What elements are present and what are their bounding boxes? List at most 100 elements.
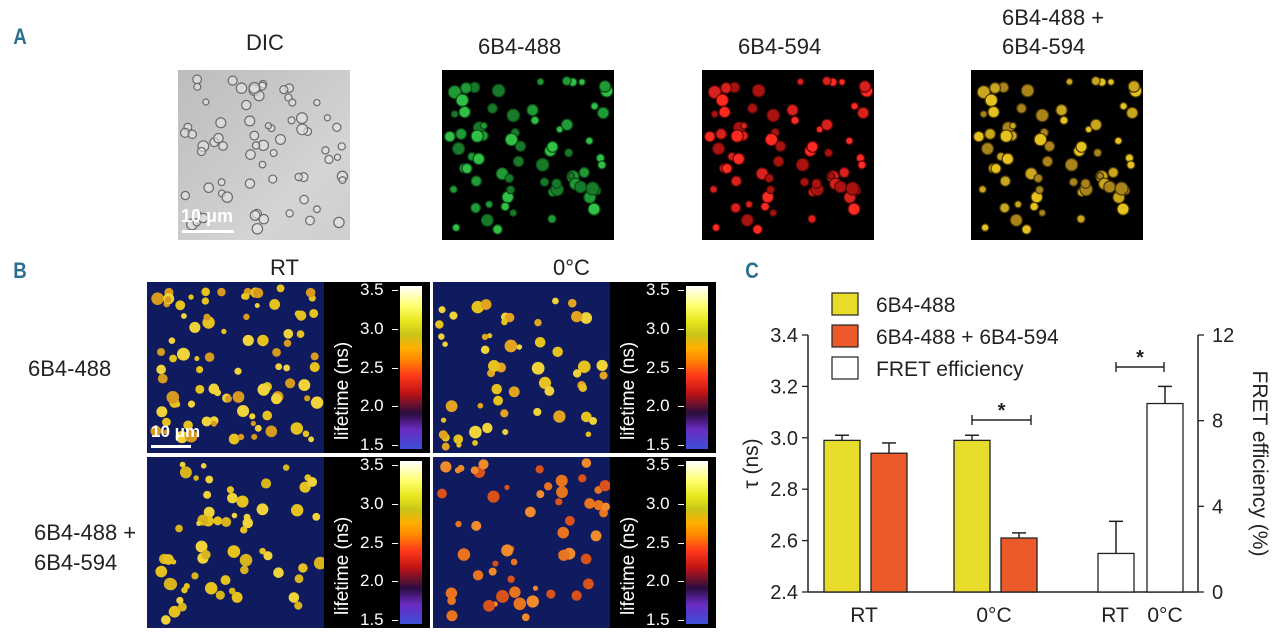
colorbar-tick-label: 1.5 [360,610,384,629]
flim-cell [298,563,308,573]
flim-cell [251,433,258,440]
cell [1116,202,1130,216]
flim-cell [555,498,563,506]
flim-cell [534,318,542,327]
flim-cell [596,359,608,372]
cell [730,202,742,214]
flim-cell [191,572,199,580]
flim-cell [578,360,591,373]
cell [244,115,256,127]
colorbar-tick [392,328,398,330]
cell [1038,209,1047,217]
cell [530,115,540,125]
lifetime-colorbar: lifetime (ns) 3.5 3.0 2.5 2.0 1.5 [610,455,716,629]
panel-a-title-merge-line2: 6B4-594 [1002,34,1086,59]
cell [305,215,315,226]
flim-cell [536,490,545,499]
cell [984,93,999,107]
flim-cell [242,334,254,347]
panel-c-letter: C [745,258,759,283]
cell [1107,166,1119,179]
left-axis-title: τ (ns) [740,438,763,488]
cell [491,83,506,98]
cell [1020,83,1035,98]
flim-cell [283,328,294,339]
significance-star: * [998,400,1006,422]
flim-cell [500,409,509,418]
flim-cell [201,549,211,560]
cell [1001,152,1015,166]
flim-cell [480,345,490,355]
cell [815,125,824,134]
flim-cell [555,474,568,487]
flim-cell [435,320,444,329]
cell [461,162,473,175]
cell [215,117,227,129]
cell [221,191,234,203]
cell [268,174,278,184]
flim-cell [234,367,242,375]
cell [546,140,559,153]
flim-cell [201,287,210,297]
flim-cell [228,433,240,445]
merged-fluorescence-image [971,70,1143,240]
colorbar-tick-label: 3.5 [646,455,670,474]
flim-cell [254,303,260,309]
flim-cell [220,575,231,586]
flim-cell [589,416,598,425]
flim-cell [487,490,500,503]
cell [574,180,588,194]
flim-cell [504,339,518,353]
flim-cell [453,434,464,444]
cell [980,223,990,232]
flim-cell [193,475,199,481]
flim-cell [544,386,555,396]
cell [450,110,459,119]
cell [258,160,267,169]
flim-cell [599,480,611,492]
dic-image: 10 μm [178,70,350,240]
cell [730,129,744,143]
cell [709,185,718,194]
colorbar-gradient [686,286,708,449]
flim-cell [296,310,307,321]
legend-label: 6B4-488 [876,294,955,317]
cell [978,185,987,194]
flim-cell [313,556,327,570]
flim-cell [469,425,482,439]
flim-cell [557,526,570,539]
colorbar-title: lifetime (ns) [332,516,353,615]
flim-cell [516,344,523,350]
cell [295,112,308,125]
legend-label: 6B4-488 + 6B4-594 [876,326,1059,349]
flim-cell [282,464,290,471]
cell [590,101,599,111]
category-label: 0°C [976,604,1011,627]
cell [766,108,781,123]
cell [1009,213,1023,227]
flim-cell [166,391,180,404]
flim-cell [501,318,508,326]
left-tick-label: 2.8 [770,479,798,501]
cell [824,148,834,158]
flim-cell [552,297,559,305]
flim-cell [440,461,452,473]
cell [796,77,805,86]
flim-cell [553,410,566,423]
flim-cell [181,313,187,319]
flim-cell [556,486,568,498]
cell [504,132,519,147]
flim-cell [581,458,592,468]
colorbar-tick-label: 1.5 [646,435,670,454]
flim-cell [157,373,168,384]
flim-cell [544,482,553,491]
flim-cell [447,596,456,606]
cell [333,216,345,229]
flim-cell [482,422,493,434]
flim-cell [585,431,592,438]
panel-b-col-rt: RT [270,255,299,280]
flim-cell [275,363,283,371]
bar [1097,552,1135,593]
flim-cell [442,341,448,347]
lifetime-colorbar: lifetime (ns) 3.5 3.0 2.5 2.0 1.5 [324,455,430,629]
